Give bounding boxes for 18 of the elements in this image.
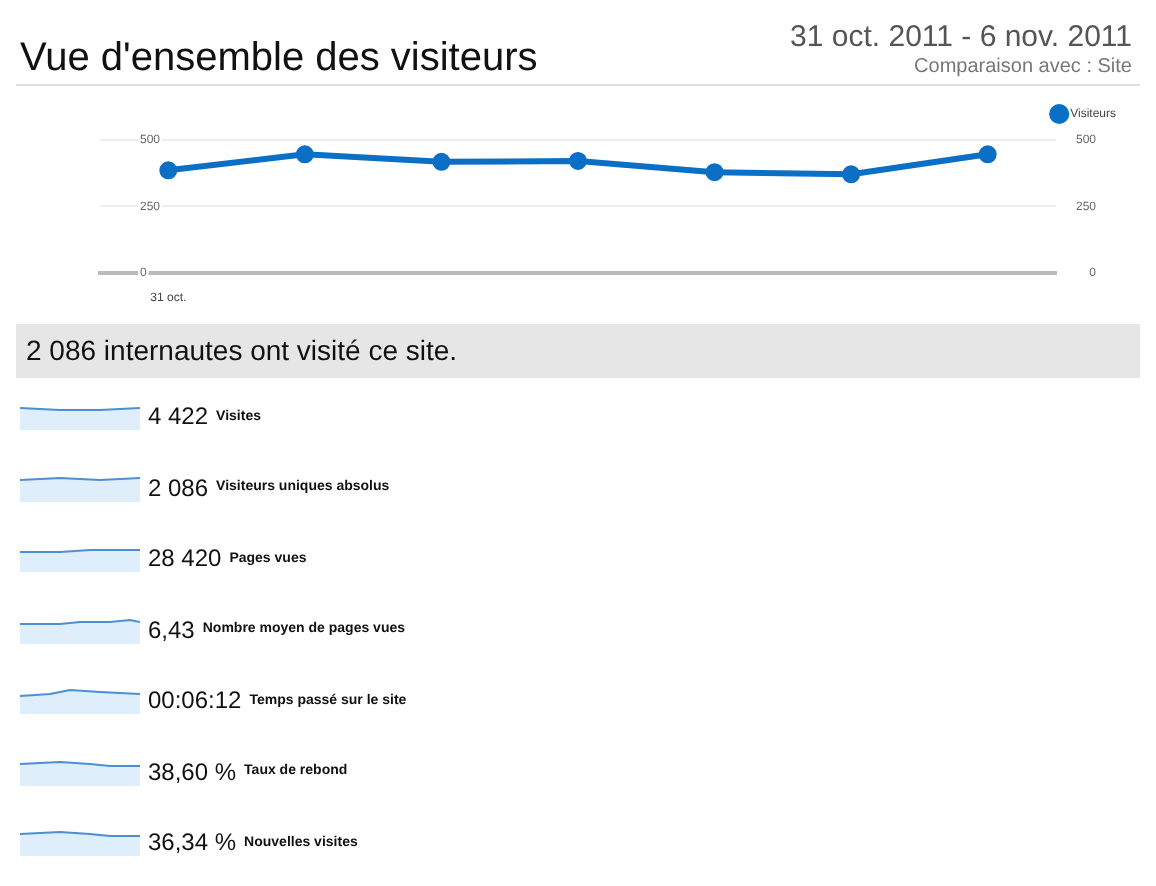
text: 28 420 xyxy=(148,544,222,572)
text: 38,60 % xyxy=(148,757,237,785)
point xyxy=(705,163,724,182)
text: 00:06:12 xyxy=(148,686,242,714)
point xyxy=(159,161,178,180)
text: Comparaison avec : Site xyxy=(914,56,1132,78)
text: 2 086 xyxy=(148,473,209,501)
point xyxy=(842,165,861,184)
point xyxy=(432,152,451,171)
text: 36,34 % xyxy=(148,828,237,856)
point xyxy=(978,145,997,164)
point xyxy=(295,145,314,164)
text: 2 086 internautes ont visité ce site. xyxy=(16,324,1140,378)
text: 4 422 xyxy=(148,402,209,430)
text: 6,43 xyxy=(148,615,195,643)
chart-subtitle: 31 oct. 2011 - 6 nov. 2011 xyxy=(790,20,1132,54)
chart-title: Vue d'ensemble des visiteurs xyxy=(20,36,538,82)
point xyxy=(569,151,587,170)
